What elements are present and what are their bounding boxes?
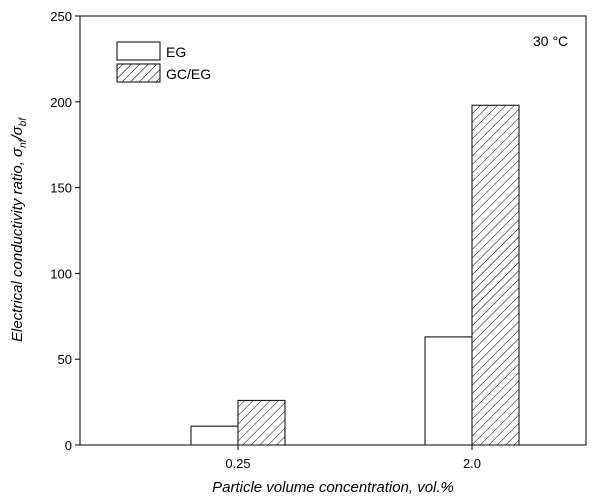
y-tick-label: 200 [50, 95, 72, 110]
bar-gc-eg-0-25 [237, 399, 286, 446]
bar-eg-0-25 [190, 425, 239, 446]
bars [190, 104, 520, 446]
y-axis-title-slash: / [9, 134, 26, 141]
y-axis-title: Electrical conductivity ratio, σnf/σbf [9, 117, 29, 342]
temperature-annotation: 30 °C [533, 33, 568, 49]
legend-swatch-gc-eg [116, 63, 161, 83]
y-axis-ticks: 0 50 100 150 200 250 [50, 9, 80, 453]
legend-label-gc-eg: GC/EG [166, 66, 211, 82]
bar-eg-2-0 [424, 336, 473, 446]
legend-label-eg: EG [166, 44, 186, 60]
y-axis-title-sigma-bf: σ [9, 125, 26, 135]
legend-swatch-eg [116, 41, 161, 61]
x-axis-ticks: 0.25 2.0 [225, 445, 481, 471]
legend: EG GC/EG [116, 41, 211, 83]
y-axis-title-sub-nf: nf [18, 138, 29, 148]
x-tick-label: 0.25 [225, 456, 250, 471]
y-tick-label: 50 [58, 352, 72, 367]
y-axis-title-prefix: Electrical conductivity ratio, [9, 157, 26, 342]
x-axis-title: Particle volume concentration, vol.% [212, 479, 454, 496]
y-axis-title-sub-bf: bf [18, 117, 29, 127]
y-tick-label: 150 [50, 181, 72, 196]
y-tick-label: 250 [50, 9, 72, 24]
x-tick-label: 2.0 [463, 456, 481, 471]
y-tick-label: 100 [50, 266, 72, 281]
bar-gc-eg-2-0 [471, 104, 520, 446]
plot-frame [79, 15, 587, 446]
y-axis-title-sigma-nf: σ [9, 147, 26, 157]
y-tick-label: 0 [65, 438, 72, 453]
